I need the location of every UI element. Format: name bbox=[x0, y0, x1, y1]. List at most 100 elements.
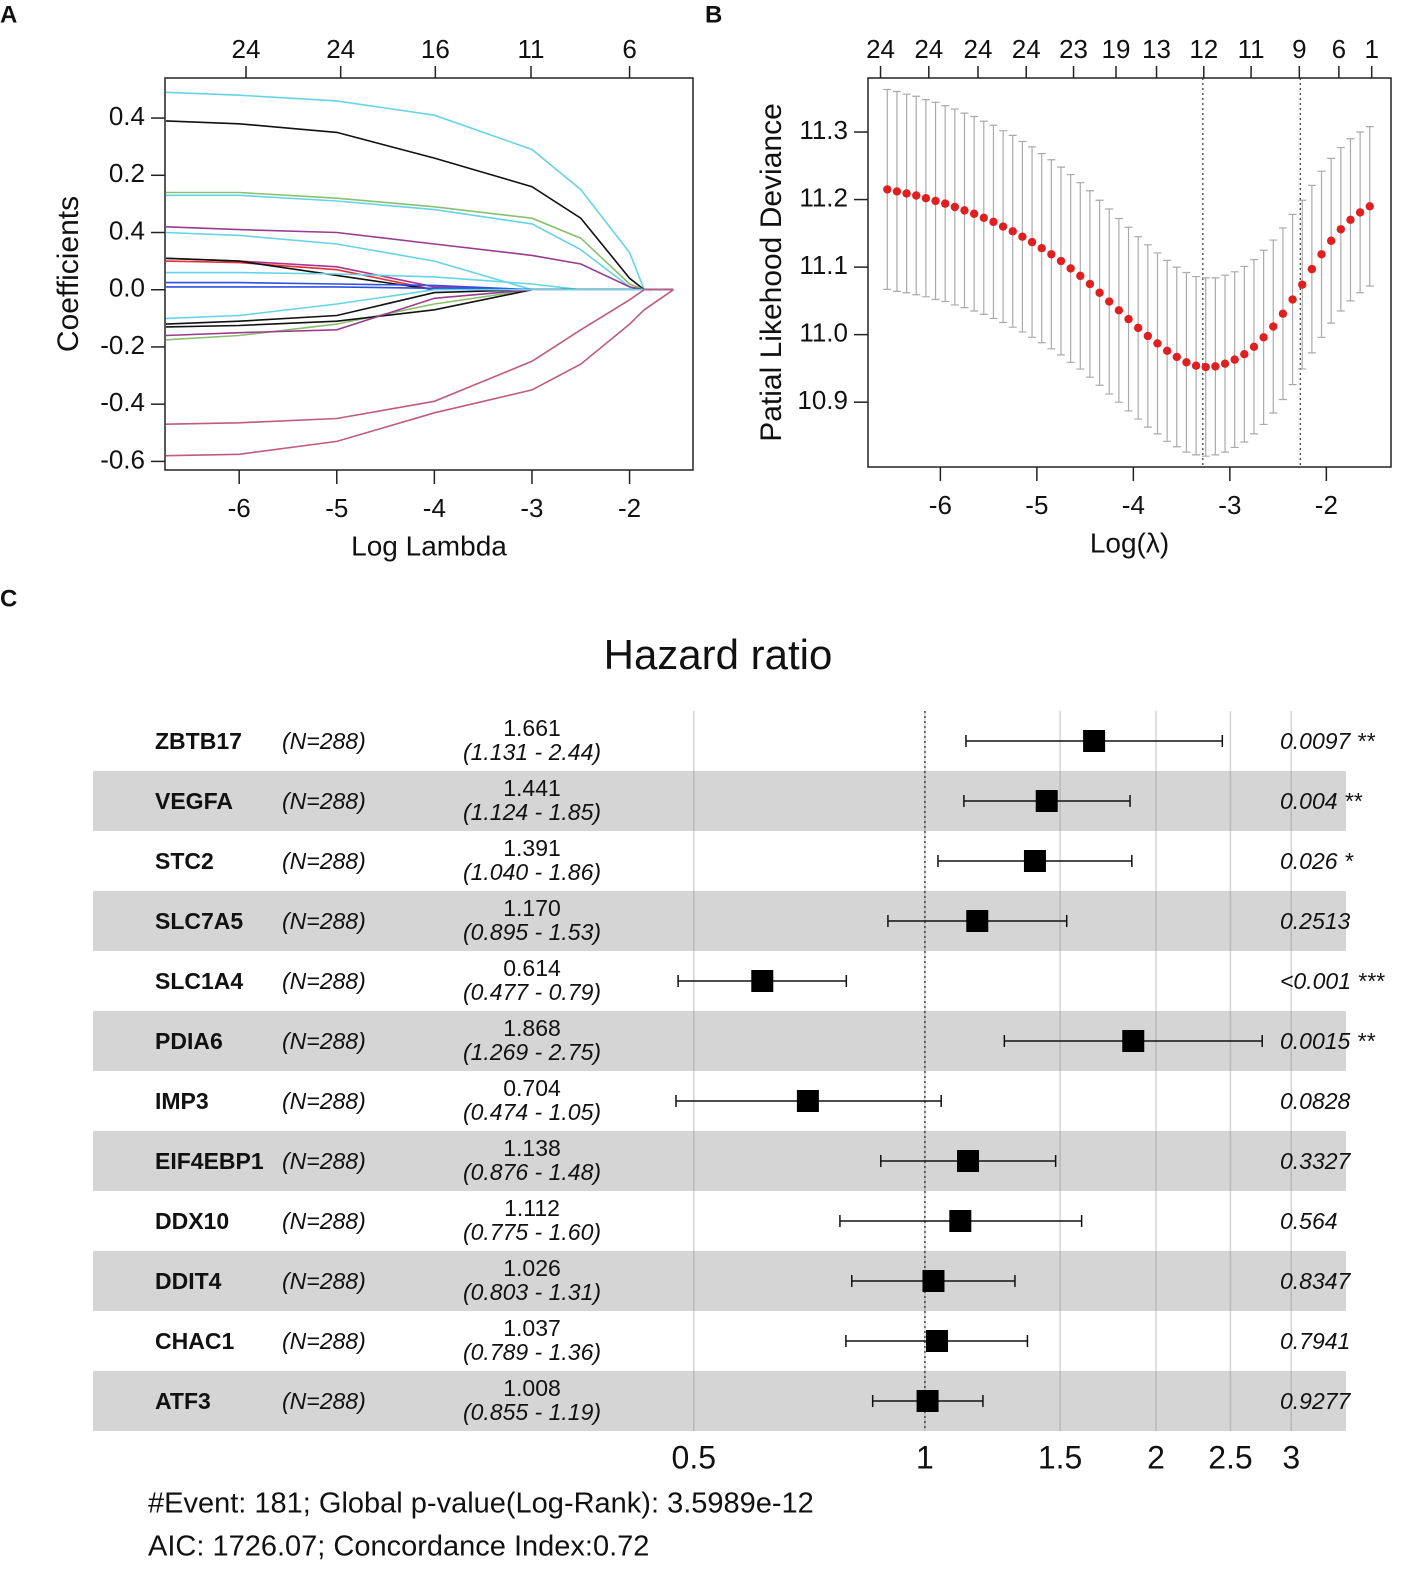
n-label: (N=288) bbox=[282, 968, 366, 994]
hr-label: 0.614 bbox=[503, 955, 561, 981]
x-tick-label: -5 bbox=[1025, 490, 1048, 520]
n-label: (N=288) bbox=[282, 908, 366, 934]
deviance-point bbox=[1027, 237, 1037, 247]
footer-note: AIC: 1726.07; Concordance Index:0.72 bbox=[148, 1531, 649, 1563]
deviance-point bbox=[1172, 352, 1181, 362]
n-label: (N=288) bbox=[282, 848, 366, 874]
deviance-point bbox=[1162, 346, 1172, 356]
hr-square bbox=[1023, 850, 1046, 872]
deviance-point bbox=[1095, 288, 1104, 297]
n-label: (N=288) bbox=[282, 1028, 366, 1054]
p-label: 0.564 bbox=[1280, 1208, 1338, 1234]
panel-label: C bbox=[0, 585, 17, 612]
footer-note: #Event: 181; Global p-value(Log-Rank): 3… bbox=[148, 1488, 814, 1520]
deviance-point bbox=[998, 222, 1008, 231]
gene-name: SLC1A4 bbox=[155, 968, 243, 994]
deviance-point bbox=[1037, 243, 1046, 253]
deviance-point bbox=[1191, 361, 1201, 370]
deviance-point bbox=[1124, 314, 1133, 324]
x2-tick-label: 24 bbox=[866, 34, 895, 64]
deviance-point bbox=[1249, 342, 1259, 351]
x2-tick-label: 16 bbox=[421, 34, 450, 64]
deviance-point bbox=[1298, 280, 1307, 289]
hr-label: 1.037 bbox=[503, 1315, 561, 1341]
deviance-point bbox=[1105, 297, 1114, 306]
ci-label: (0.895 - 1.53) bbox=[463, 919, 601, 945]
hr-square bbox=[1083, 730, 1106, 752]
ci-label: (0.775 - 1.60) bbox=[463, 1219, 601, 1245]
hr-square bbox=[796, 1090, 819, 1112]
deviance-point bbox=[1278, 309, 1288, 318]
p-label: 0.0097 ** bbox=[1280, 728, 1376, 754]
x2-tick-label: 6 bbox=[622, 34, 636, 64]
coefficient-path bbox=[165, 226, 674, 291]
deviance-point bbox=[1047, 250, 1056, 259]
gene-name: VEGFA bbox=[155, 788, 233, 814]
hr-label: 1.661 bbox=[503, 715, 561, 741]
y-tick-label: 0.0 bbox=[109, 273, 145, 303]
ci-label: (0.477 - 0.79) bbox=[463, 979, 601, 1005]
y-axis-title: Coefficients bbox=[52, 196, 85, 352]
gene-name: ZBTB17 bbox=[155, 728, 242, 754]
x2-tick-label: 11 bbox=[1238, 34, 1265, 64]
ci-label: (0.855 - 1.19) bbox=[463, 1399, 601, 1425]
row-band bbox=[93, 891, 1346, 951]
p-label: <0.001 *** bbox=[1280, 968, 1385, 994]
ci-label: (1.040 - 1.86) bbox=[463, 859, 601, 885]
deviance-point bbox=[950, 202, 960, 212]
deviance-point bbox=[1336, 225, 1346, 234]
gene-name: SLC7A5 bbox=[155, 908, 243, 934]
ci-label: (0.803 - 1.31) bbox=[463, 1279, 601, 1305]
hr-square bbox=[1122, 1030, 1145, 1052]
coefficient-path bbox=[165, 91, 674, 291]
n-label: (N=288) bbox=[282, 1148, 366, 1174]
x-tick-label: 2 bbox=[1147, 1439, 1165, 1475]
x2-tick-label: 19 bbox=[1102, 34, 1131, 64]
deviance-point bbox=[1365, 202, 1374, 211]
deviance-point bbox=[1018, 232, 1027, 241]
ci-label: (0.474 - 1.05) bbox=[463, 1099, 601, 1125]
n-label: (N=288) bbox=[282, 1088, 366, 1114]
p-label: 0.3327 bbox=[1280, 1148, 1352, 1174]
deviance-point bbox=[1153, 339, 1162, 348]
row-band bbox=[93, 1251, 1346, 1311]
n-label: (N=288) bbox=[282, 1268, 366, 1294]
deviance-point bbox=[1076, 271, 1085, 281]
x-tick-label: -4 bbox=[423, 493, 446, 523]
hr-label: 0.704 bbox=[503, 1075, 561, 1101]
x-tick-label: -2 bbox=[618, 493, 641, 523]
deviance-point bbox=[1114, 306, 1124, 315]
deviance-point bbox=[1259, 333, 1268, 342]
hr-label: 1.026 bbox=[503, 1255, 561, 1281]
y-tick-label: 10.9 bbox=[797, 385, 848, 415]
y-tick-label: 0.4 bbox=[109, 215, 145, 245]
gene-name: STC2 bbox=[155, 848, 214, 874]
hr-label: 1.008 bbox=[503, 1375, 561, 1401]
y-tick-label: 11.1 bbox=[799, 250, 848, 280]
deviance-point bbox=[1085, 279, 1095, 289]
deviance-point bbox=[931, 196, 940, 206]
x2-tick-label: 24 bbox=[232, 34, 261, 64]
ci-label: (1.124 - 1.85) bbox=[463, 799, 601, 825]
x-tick-label: -3 bbox=[520, 493, 543, 523]
ci-label: (0.789 - 1.36) bbox=[463, 1339, 601, 1365]
deviance-point bbox=[1240, 350, 1249, 359]
row-band bbox=[93, 1371, 1346, 1431]
gene-name: IMP3 bbox=[155, 1088, 209, 1114]
deviance-point bbox=[960, 206, 969, 215]
x2-tick-label: 12 bbox=[1189, 34, 1218, 64]
gene-name: EIF4EBP1 bbox=[155, 1148, 264, 1174]
ci-label: (1.269 - 2.75) bbox=[463, 1039, 601, 1065]
hr-label: 1.391 bbox=[503, 835, 561, 861]
deviance-point bbox=[1317, 250, 1326, 259]
panel-label: B bbox=[705, 1, 722, 28]
forest-title: Hazard ratio bbox=[604, 631, 833, 678]
hr-label: 1.441 bbox=[503, 775, 561, 801]
p-label: 0.2513 bbox=[1280, 908, 1351, 934]
x-tick-label: -5 bbox=[325, 493, 348, 523]
gene-name: DDX10 bbox=[155, 1208, 229, 1234]
x-tick-label: -6 bbox=[228, 493, 251, 523]
hr-square bbox=[922, 1270, 945, 1292]
y-tick-label: -0.2 bbox=[100, 330, 145, 360]
row-band bbox=[93, 771, 1346, 831]
